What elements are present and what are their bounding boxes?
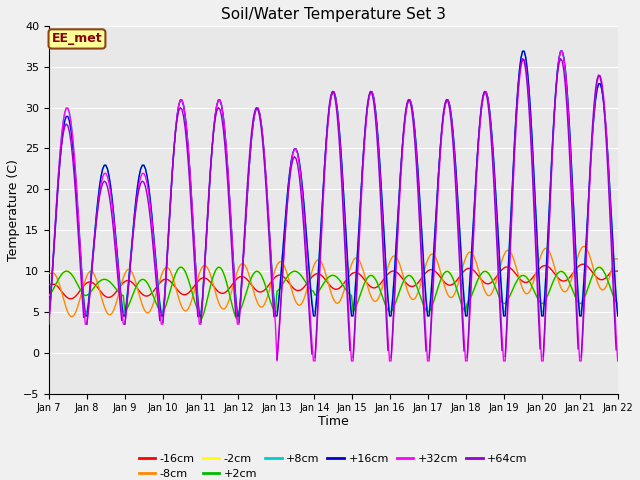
- +16cm: [214, 97, 222, 103]
- +16cm: [294, 150, 301, 156]
- Text: EE_met: EE_met: [52, 33, 102, 46]
- +64cm: [584, 217, 591, 223]
- -8cm: [216, 302, 224, 308]
- -8cm: [67, 314, 75, 320]
- -16cm: [614, 268, 621, 274]
- +8cm: [614, 309, 621, 315]
- Line: -8cm: -8cm: [49, 246, 618, 317]
- +16cm: [45, 313, 52, 319]
- +8cm: [243, 197, 251, 203]
- +16cm: [243, 199, 251, 204]
- -8cm: [45, 270, 52, 276]
- +64cm: [295, 172, 303, 178]
- Line: -16cm: -16cm: [49, 264, 618, 299]
- +16cm: [115, 267, 122, 273]
- +32cm: [115, 271, 122, 277]
- Line: +16cm: +16cm: [49, 51, 618, 316]
- -8cm: [116, 286, 124, 291]
- Y-axis label: Temperature (C): Temperature (C): [7, 159, 20, 261]
- +8cm: [214, 97, 222, 103]
- -8cm: [244, 270, 252, 276]
- +16cm: [519, 48, 527, 54]
- +64cm: [45, 320, 52, 325]
- +2cm: [177, 264, 184, 270]
- -8cm: [235, 264, 243, 270]
- +32cm: [234, 321, 241, 327]
- -2cm: [197, 317, 205, 323]
- Line: +2cm: +2cm: [49, 267, 618, 320]
- +32cm: [586, 193, 593, 199]
- +32cm: [614, 358, 621, 364]
- Line: +8cm: +8cm: [49, 51, 618, 312]
- -2cm: [584, 287, 591, 293]
- -2cm: [216, 264, 224, 270]
- +2cm: [614, 300, 621, 306]
- +16cm: [614, 313, 621, 319]
- -8cm: [586, 252, 593, 257]
- -16cm: [67, 296, 75, 302]
- -2cm: [244, 284, 252, 289]
- -16cm: [45, 281, 52, 287]
- +2cm: [246, 278, 254, 284]
- +8cm: [519, 48, 527, 54]
- +8cm: [294, 150, 301, 156]
- Line: -2cm: -2cm: [49, 267, 618, 320]
- +2cm: [297, 272, 305, 278]
- +2cm: [115, 289, 122, 295]
- -2cm: [115, 288, 122, 294]
- -8cm: [614, 256, 621, 262]
- +64cm: [216, 107, 224, 112]
- +32cm: [295, 160, 303, 166]
- +2cm: [45, 292, 52, 298]
- +16cm: [234, 313, 241, 319]
- -2cm: [45, 293, 52, 299]
- +2cm: [216, 264, 224, 270]
- +8cm: [115, 264, 122, 270]
- -16cm: [579, 261, 587, 267]
- Legend: -16cm, -8cm, -2cm, +2cm, +8cm, +16cm, +32cm, +64cm: -16cm, -8cm, -2cm, +2cm, +8cm, +16cm, +3…: [134, 449, 532, 480]
- -16cm: [244, 278, 252, 284]
- -16cm: [235, 275, 243, 280]
- +8cm: [45, 309, 52, 315]
- +16cm: [584, 214, 591, 219]
- -2cm: [595, 264, 602, 270]
- X-axis label: Time: Time: [318, 415, 349, 428]
- Line: +64cm: +64cm: [49, 59, 616, 360]
- +2cm: [234, 317, 241, 323]
- -2cm: [235, 309, 243, 315]
- -16cm: [216, 290, 224, 296]
- -8cm: [580, 243, 588, 249]
- +64cm: [235, 319, 243, 325]
- +32cm: [243, 197, 251, 203]
- Title: Soil/Water Temperature Set 3: Soil/Water Temperature Set 3: [221, 7, 445, 22]
- +32cm: [214, 97, 222, 103]
- +64cm: [116, 301, 124, 307]
- -2cm: [295, 270, 303, 276]
- -16cm: [295, 288, 303, 293]
- +8cm: [584, 211, 591, 217]
- +64cm: [244, 166, 252, 171]
- Line: +32cm: +32cm: [49, 51, 618, 361]
- -8cm: [295, 302, 303, 308]
- +32cm: [557, 48, 564, 54]
- -2cm: [614, 301, 621, 307]
- +2cm: [237, 306, 244, 312]
- +32cm: [273, 358, 281, 364]
- -16cm: [586, 265, 593, 271]
- +32cm: [45, 321, 52, 327]
- +8cm: [234, 309, 241, 315]
- -16cm: [116, 284, 124, 289]
- +2cm: [586, 282, 593, 288]
